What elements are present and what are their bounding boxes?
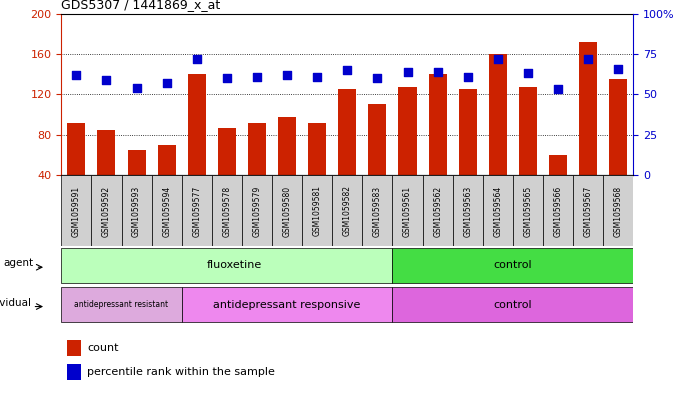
Bar <box>459 89 477 175</box>
Text: control: control <box>494 260 533 270</box>
Text: GSM1059582: GSM1059582 <box>343 185 352 237</box>
Point <box>432 69 443 75</box>
Text: GSM1059567: GSM1059567 <box>584 185 592 237</box>
Bar <box>308 123 326 175</box>
Point <box>492 56 503 62</box>
Text: GSM1059563: GSM1059563 <box>463 185 472 237</box>
Point <box>613 65 624 72</box>
FancyBboxPatch shape <box>182 175 212 246</box>
Text: GSM1059566: GSM1059566 <box>554 185 563 237</box>
Bar <box>579 42 597 175</box>
FancyBboxPatch shape <box>453 175 483 246</box>
Point <box>552 86 563 93</box>
Text: GSM1059577: GSM1059577 <box>192 185 202 237</box>
Point <box>131 85 142 91</box>
Point <box>161 80 172 86</box>
Bar <box>338 89 356 175</box>
Bar <box>61 248 392 283</box>
Bar <box>489 54 507 175</box>
Bar <box>97 130 116 175</box>
Bar <box>61 287 182 322</box>
Bar <box>519 87 537 175</box>
FancyBboxPatch shape <box>513 175 543 246</box>
Bar <box>609 79 627 175</box>
Text: GSM1059581: GSM1059581 <box>313 185 321 237</box>
Point <box>372 75 383 81</box>
Text: GDS5307 / 1441869_x_at: GDS5307 / 1441869_x_at <box>61 0 221 11</box>
FancyBboxPatch shape <box>121 175 152 246</box>
Text: control: control <box>494 299 533 310</box>
Bar <box>428 74 447 175</box>
Text: GSM1059565: GSM1059565 <box>524 185 533 237</box>
Text: antidepressant resistant: antidepressant resistant <box>74 300 169 309</box>
Bar <box>392 248 633 283</box>
Bar <box>368 105 386 175</box>
Point <box>342 67 353 73</box>
Point <box>221 75 232 81</box>
Text: GSM1059578: GSM1059578 <box>223 185 232 237</box>
Text: GSM1059579: GSM1059579 <box>253 185 262 237</box>
Point <box>462 73 473 80</box>
FancyBboxPatch shape <box>272 175 302 246</box>
Text: GSM1059561: GSM1059561 <box>403 185 412 237</box>
Bar <box>157 145 176 175</box>
Bar <box>278 118 296 175</box>
FancyBboxPatch shape <box>61 175 91 246</box>
Text: GSM1059562: GSM1059562 <box>433 185 442 237</box>
Text: antidepressant responsive: antidepressant responsive <box>213 299 361 310</box>
FancyBboxPatch shape <box>543 175 573 246</box>
FancyBboxPatch shape <box>91 175 121 246</box>
Text: GSM1059591: GSM1059591 <box>72 185 81 237</box>
FancyBboxPatch shape <box>152 175 182 246</box>
FancyBboxPatch shape <box>242 175 272 246</box>
Point <box>312 73 323 80</box>
Bar <box>67 123 85 175</box>
Bar <box>127 150 146 175</box>
Point <box>71 72 82 78</box>
Point <box>282 72 293 78</box>
FancyBboxPatch shape <box>212 175 242 246</box>
Point <box>191 56 202 62</box>
FancyBboxPatch shape <box>483 175 513 246</box>
Point <box>101 77 112 83</box>
FancyBboxPatch shape <box>423 175 453 246</box>
Text: GSM1059564: GSM1059564 <box>493 185 503 237</box>
Point <box>583 56 594 62</box>
Bar <box>182 287 392 322</box>
FancyBboxPatch shape <box>603 175 633 246</box>
Text: fluoxetine: fluoxetine <box>207 260 262 270</box>
Bar <box>188 74 206 175</box>
Bar <box>248 123 266 175</box>
Text: count: count <box>87 343 118 353</box>
Text: GSM1059592: GSM1059592 <box>102 185 111 237</box>
Bar <box>67 364 81 380</box>
Bar <box>67 340 81 356</box>
Text: GSM1059568: GSM1059568 <box>614 185 623 237</box>
Text: GSM1059594: GSM1059594 <box>162 185 171 237</box>
Text: individual: individual <box>0 298 31 308</box>
Text: GSM1059580: GSM1059580 <box>283 185 291 237</box>
FancyBboxPatch shape <box>302 175 332 246</box>
Text: GSM1059593: GSM1059593 <box>132 185 141 237</box>
Bar <box>549 155 567 175</box>
Point <box>522 70 533 77</box>
FancyBboxPatch shape <box>332 175 362 246</box>
Text: agent: agent <box>3 258 34 268</box>
Point <box>251 73 262 80</box>
Bar <box>398 87 417 175</box>
Text: percentile rank within the sample: percentile rank within the sample <box>87 367 275 377</box>
Point <box>402 69 413 75</box>
Bar <box>218 128 236 175</box>
FancyBboxPatch shape <box>392 175 423 246</box>
Text: GSM1059583: GSM1059583 <box>373 185 382 237</box>
FancyBboxPatch shape <box>362 175 392 246</box>
FancyBboxPatch shape <box>573 175 603 246</box>
Bar <box>392 287 633 322</box>
